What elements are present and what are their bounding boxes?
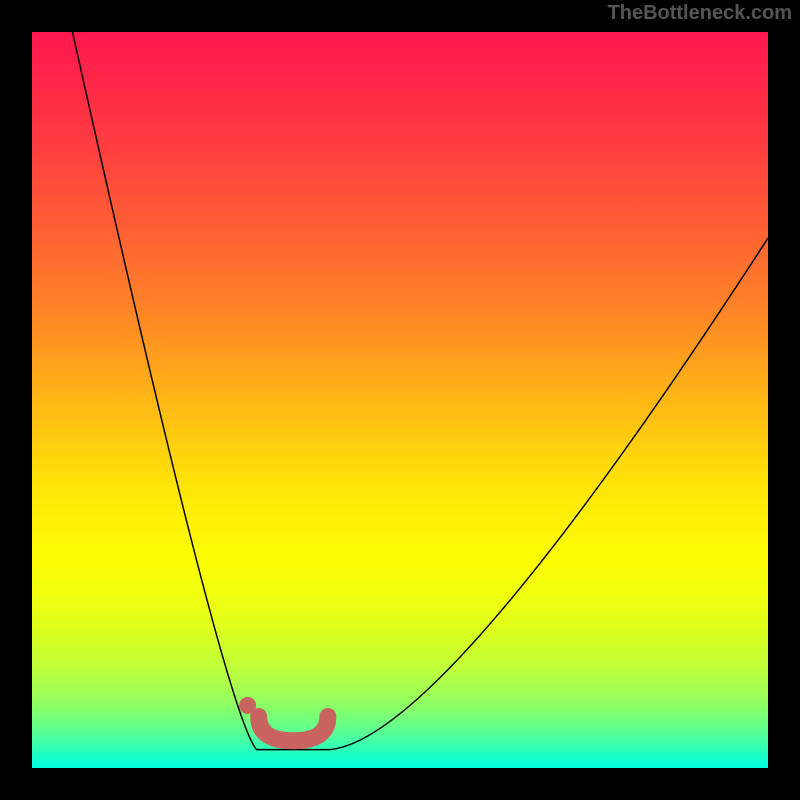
attribution-label: TheBottleneck.com: [608, 2, 792, 25]
highlight-dot: [239, 697, 256, 714]
bottleneck-plot: [0, 0, 800, 800]
chart-container: TheBottleneck.com: [0, 0, 800, 800]
gradient-background: [32, 32, 768, 768]
